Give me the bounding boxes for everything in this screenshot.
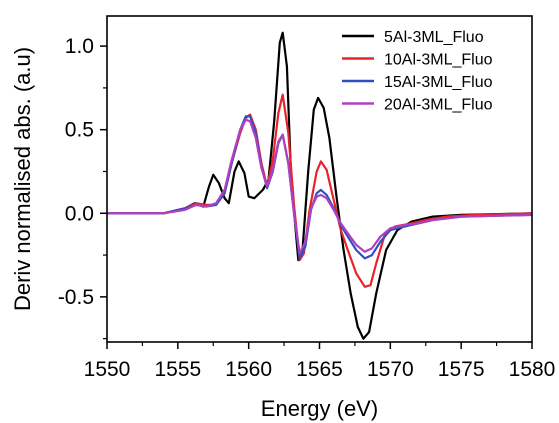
legend-label: 5Al-3ML_Fluo bbox=[384, 29, 484, 46]
y-axis: -0.5 0.0 0.5 1.0 bbox=[58, 35, 107, 340]
y-axis-label: Deriv normalised abs. (a.u) bbox=[10, 47, 35, 311]
series-layer bbox=[107, 31, 532, 340]
y-tick-label: 1.0 bbox=[65, 35, 94, 58]
x-tick-label: 1570 bbox=[367, 358, 414, 381]
y-tick-label: -0.5 bbox=[58, 286, 94, 309]
y-tick-label: 0.0 bbox=[65, 202, 94, 225]
series-line-1 bbox=[107, 31, 532, 340]
series-line-4 bbox=[107, 118, 532, 255]
x-axis: 1550 1555 1560 1565 1570 1575 1580 bbox=[84, 342, 556, 381]
x-tick-label: 1575 bbox=[438, 358, 485, 381]
x-tick-label: 1565 bbox=[296, 358, 343, 381]
x-axis-label: Energy (eV) bbox=[261, 396, 378, 421]
legend-label: 10Al-3ML_Fluo bbox=[384, 52, 493, 69]
x-tick-label: 1580 bbox=[509, 358, 556, 381]
legend: 5Al-3ML_Fluo 10Al-3ML_Fluo 15Al-3ML_Fluo 20… bbox=[342, 29, 493, 114]
series-line-3 bbox=[107, 115, 532, 260]
legend-label: 15Al-3ML_Fluo bbox=[384, 74, 493, 91]
x-tick-label: 1550 bbox=[84, 358, 131, 381]
x-tick-label: 1555 bbox=[154, 358, 201, 381]
x-tick-label: 1560 bbox=[225, 358, 272, 381]
legend-label: 20Al-3ML_Fluo bbox=[384, 97, 493, 114]
y-tick-label: 0.5 bbox=[65, 119, 94, 142]
